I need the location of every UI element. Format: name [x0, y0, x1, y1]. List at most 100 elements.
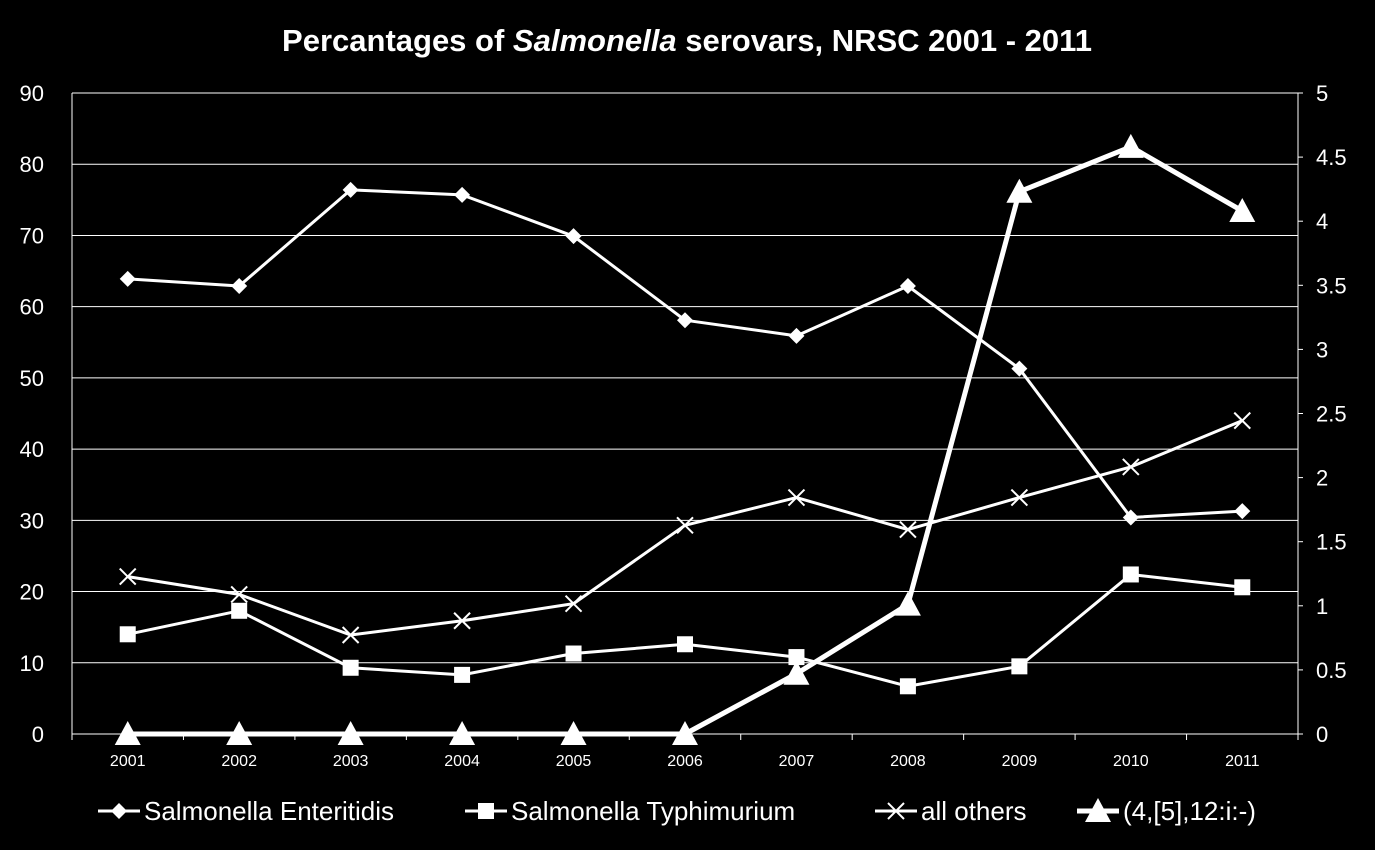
y2-tick-label: 5: [1316, 81, 1328, 106]
marker-stroke: [1233, 411, 1251, 430]
data-point: [231, 278, 248, 295]
legend-marker: [478, 803, 494, 819]
y-tick-label: 50: [20, 366, 44, 391]
data-point: [564, 594, 583, 613]
data-point: [565, 645, 582, 662]
y2-tick-label: 2.5: [1316, 402, 1347, 427]
series-line: [127, 419, 1243, 637]
data-point: [787, 488, 806, 507]
legend-label: all others: [921, 796, 1027, 826]
marker-stroke: [899, 520, 917, 539]
data-point: [1229, 197, 1256, 222]
series-3: [114, 133, 1256, 746]
data-point: [1122, 566, 1139, 583]
y-tick-label: 30: [20, 508, 44, 533]
x-tick-label: 2008: [890, 753, 926, 770]
chart-title-suffix: serovars, NRSC 2001 - 2011: [677, 23, 1092, 58]
data-point: [899, 520, 917, 539]
axes: 0 10 20 30 40 50 60 70 80 90 0 0.5 1 1.5 2 2.5 3 3.5 4 4.5 5…: [20, 81, 1347, 770]
data-point: [1117, 133, 1144, 158]
grid-lines: [72, 92, 1298, 664]
data-point: [565, 228, 582, 245]
data-point: [1011, 360, 1028, 377]
chart-title-prefix: Percantages of: [282, 23, 513, 58]
x-tick-label: 2002: [221, 753, 257, 770]
data-point: [1122, 509, 1139, 526]
data-point: [119, 270, 136, 287]
legend: Salmonella Enteritidis Salmonella Typhimu…: [98, 796, 1256, 826]
data-point: [788, 327, 805, 344]
marker-stroke: [564, 594, 583, 613]
data-point: [341, 626, 360, 644]
data-point: [1011, 658, 1028, 675]
data-point: [899, 678, 916, 695]
x-tick-label: 2007: [779, 753, 815, 770]
data-point: [894, 591, 921, 616]
data-point: [1006, 178, 1033, 203]
marker-stroke: [453, 612, 471, 630]
legend-item: Salmonella Enteritidis: [98, 796, 394, 826]
data-point: [899, 278, 916, 295]
data-point: [231, 602, 248, 619]
y-tick-label: 20: [20, 580, 44, 605]
legend-marker: [1085, 798, 1111, 823]
legend-marker: [111, 803, 127, 819]
series-1: [119, 566, 1251, 695]
x-tick-label: 2011: [1225, 753, 1260, 770]
data-point: [783, 660, 810, 685]
data-point: [672, 721, 698, 746]
data-point: [230, 585, 248, 604]
data-point: [453, 612, 471, 630]
data-point: [454, 666, 471, 683]
marker-stroke: [119, 567, 137, 586]
data-point: [226, 721, 253, 746]
series-line: [127, 188, 1243, 519]
legend-label: Salmonella Enteritidis: [144, 796, 394, 826]
marker-stroke: [230, 585, 248, 604]
x-tick-label: 2001: [110, 753, 146, 770]
data-point: [1233, 411, 1251, 430]
y2-tick-label: 1.5: [1316, 530, 1347, 555]
y-tick-label: 90: [20, 81, 44, 106]
x-tick-label: 2005: [556, 753, 592, 770]
series-0: [119, 181, 1251, 526]
data-point: [337, 721, 364, 746]
data-point: [342, 181, 359, 198]
y-tick-label: 40: [20, 437, 44, 462]
data-point: [560, 721, 587, 746]
y2-tick-label: 3: [1316, 337, 1328, 362]
y-tick-label: 80: [20, 152, 44, 177]
x-tick-label: 2009: [1002, 753, 1038, 770]
data-point: [677, 312, 693, 329]
y-tick-label: 10: [20, 651, 44, 676]
marker-stroke: [1010, 488, 1029, 507]
legend-label: Salmonella Typhimurium: [511, 796, 795, 826]
marker-stroke: [787, 488, 806, 507]
series-lines: [114, 133, 1256, 746]
y2-tick-label: 3.5: [1316, 273, 1347, 298]
legend-marker: [887, 802, 905, 820]
marker-stroke: [1122, 458, 1140, 476]
data-point: [114, 721, 141, 746]
chart-title-italic: Salmonella: [513, 23, 677, 58]
x-tick-label: 2003: [333, 753, 369, 770]
y-tick-label: 60: [20, 295, 44, 320]
data-point: [1122, 458, 1140, 476]
data-point: [676, 516, 694, 535]
series-2: [119, 411, 1251, 644]
data-point: [1010, 488, 1029, 507]
data-point: [788, 649, 805, 666]
data-point: [454, 186, 471, 203]
y2-tick-label: 4: [1316, 209, 1328, 234]
data-point: [449, 721, 476, 746]
data-point: [119, 567, 137, 586]
y-tick-label: 70: [20, 223, 44, 248]
data-point: [677, 636, 693, 653]
y-tick-label: 0: [32, 722, 44, 747]
legend-item: (4,[5],12:i:-): [1077, 796, 1256, 826]
legend-label: (4,[5],12:i:-): [1123, 796, 1256, 826]
x-tick-label: 2006: [667, 753, 703, 770]
y2-tick-label: 2: [1316, 466, 1328, 491]
